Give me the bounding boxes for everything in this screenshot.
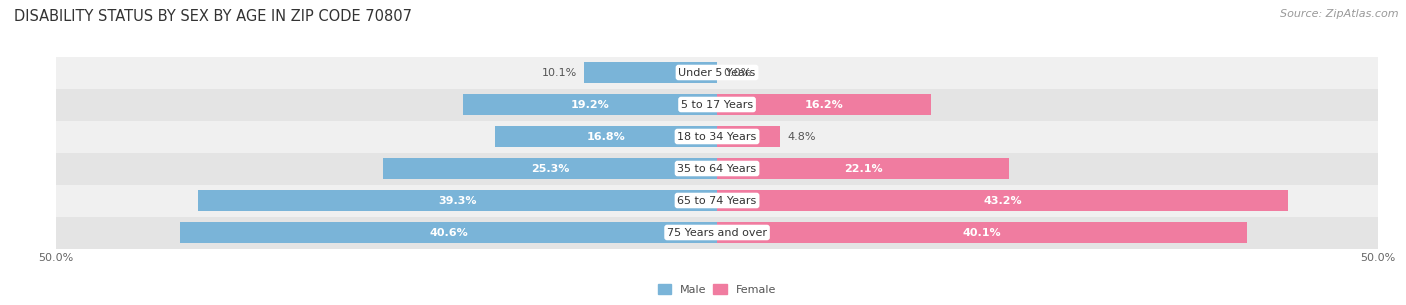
Text: 75 Years and over: 75 Years and over	[666, 228, 768, 238]
Text: DISABILITY STATUS BY SEX BY AGE IN ZIP CODE 70807: DISABILITY STATUS BY SEX BY AGE IN ZIP C…	[14, 9, 412, 24]
Bar	[56, 185, 1378, 217]
Bar	[495, 126, 717, 147]
Text: 25.3%: 25.3%	[530, 163, 569, 174]
Bar	[56, 120, 1378, 152]
Bar	[180, 222, 717, 243]
Text: 5 to 17 Years: 5 to 17 Years	[681, 99, 754, 109]
Bar	[717, 94, 931, 115]
Bar	[56, 217, 1378, 249]
Legend: Male, Female: Male, Female	[654, 280, 780, 299]
Bar	[382, 158, 717, 179]
Text: 40.1%: 40.1%	[963, 228, 1001, 238]
Bar	[56, 56, 1378, 88]
Bar	[583, 62, 717, 83]
Text: 16.8%: 16.8%	[586, 131, 626, 142]
Text: 16.2%: 16.2%	[804, 99, 844, 109]
Text: 35 to 64 Years: 35 to 64 Years	[678, 163, 756, 174]
Text: 40.6%: 40.6%	[429, 228, 468, 238]
Text: 18 to 34 Years: 18 to 34 Years	[678, 131, 756, 142]
Bar	[717, 222, 1247, 243]
Text: 0.0%: 0.0%	[724, 67, 752, 77]
Text: 10.1%: 10.1%	[541, 67, 576, 77]
Text: 39.3%: 39.3%	[439, 196, 477, 206]
Bar	[717, 158, 1010, 179]
Text: Under 5 Years: Under 5 Years	[679, 67, 755, 77]
Bar	[717, 190, 1288, 211]
Text: Source: ZipAtlas.com: Source: ZipAtlas.com	[1281, 9, 1399, 19]
Text: 22.1%: 22.1%	[844, 163, 883, 174]
Text: 4.8%: 4.8%	[787, 131, 815, 142]
Text: 43.2%: 43.2%	[983, 196, 1022, 206]
Text: 65 to 74 Years: 65 to 74 Years	[678, 196, 756, 206]
Bar	[198, 190, 717, 211]
Bar	[56, 152, 1378, 185]
Text: 19.2%: 19.2%	[571, 99, 610, 109]
Bar	[464, 94, 717, 115]
Bar	[717, 126, 780, 147]
Bar	[56, 88, 1378, 120]
